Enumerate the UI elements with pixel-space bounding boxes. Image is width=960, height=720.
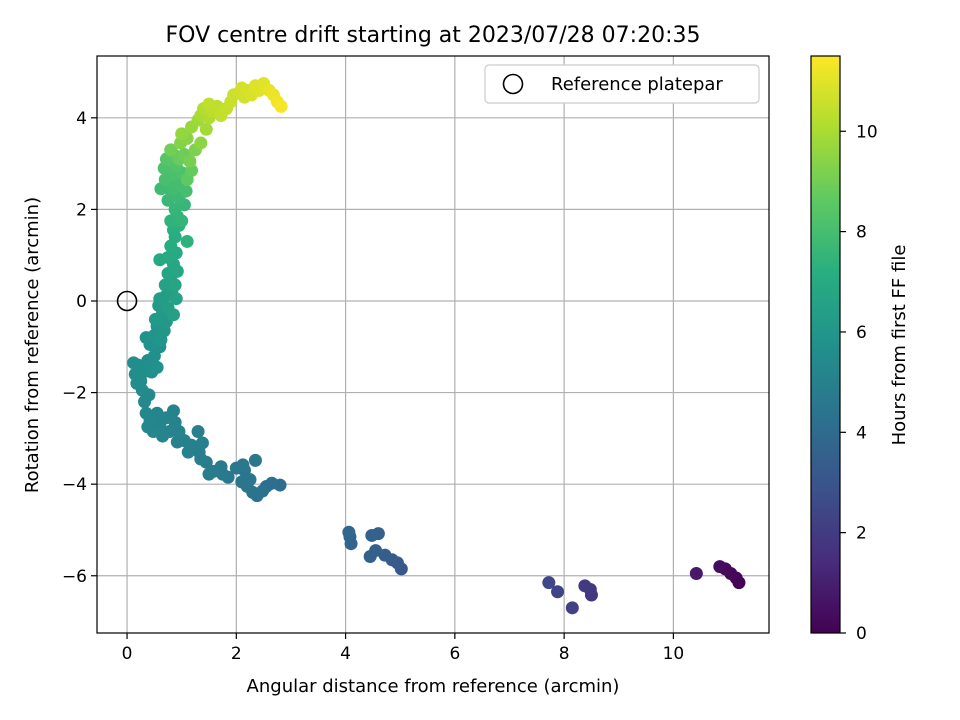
legend-entry-label: Reference platepar	[551, 74, 723, 95]
colorbar-tick-label: 0	[856, 624, 867, 644]
colorbar: 0 2 4 6 8 10 Hours from first FF file	[810, 55, 910, 644]
scatter-point	[229, 461, 243, 475]
scatter-point	[363, 550, 377, 564]
scatter-point	[191, 425, 205, 439]
scatter-point	[141, 420, 155, 434]
y-tick-label: −4	[62, 475, 87, 495]
colorbar-tick-label: 8	[856, 223, 867, 243]
scatter-point	[181, 445, 195, 459]
y-tick-label: 0	[76, 292, 87, 312]
scatter-point	[169, 292, 183, 306]
scatter-point	[365, 528, 379, 542]
scatter-point	[202, 97, 216, 111]
scatter-point	[342, 525, 356, 539]
scatter-point	[202, 467, 216, 481]
legend-box	[484, 64, 760, 104]
scatter-point	[175, 214, 189, 228]
x-tick-label: 0	[122, 644, 133, 664]
x-tick-label: 8	[559, 644, 570, 664]
x-tick-label: 2	[231, 644, 242, 664]
scatter-point	[195, 436, 209, 450]
scatter-point	[127, 356, 141, 370]
chart-title: FOV centre drift starting at 2023/07/28 …	[166, 23, 701, 48]
scatter-point	[166, 308, 180, 322]
legend-marker-icon	[502, 73, 524, 95]
y-axis-label: Rotation from reference (arcmin)	[22, 197, 43, 493]
colorbar-gradient	[810, 55, 841, 634]
scatter-point	[248, 453, 262, 467]
plot-frame	[96, 55, 770, 634]
colorbar-ticks: 0 2 4 6 8 10	[840, 122, 878, 644]
scatter-point	[199, 122, 213, 136]
scatter-point	[274, 99, 288, 113]
y-axis-ticks: −6 −4 −2 0 2 4	[62, 109, 97, 587]
x-axis-ticks: 0 2 4 6 8 10	[122, 633, 685, 664]
scatter-point	[713, 560, 727, 574]
y-tick-label: 2	[76, 200, 87, 220]
x-axis-label: Angular distance from reference (arcmin)	[247, 676, 620, 697]
scatter-point	[175, 127, 189, 141]
scatter-point	[150, 360, 164, 374]
scatter-point	[180, 234, 194, 248]
colorbar-tick-label: 6	[856, 323, 867, 343]
colorbar-tick-label: 2	[856, 524, 867, 544]
y-tick-label: −6	[62, 567, 87, 587]
scatter-point	[542, 576, 556, 590]
legend: Reference platepar	[484, 64, 760, 104]
scatter-point	[551, 585, 565, 599]
colorbar-tick-label: 10	[856, 122, 878, 142]
x-tick-label: 4	[340, 644, 351, 664]
scatter-point	[578, 579, 592, 593]
y-tick-label: −2	[62, 384, 87, 404]
scatter-point	[139, 406, 153, 420]
x-tick-label: 6	[449, 644, 460, 664]
scatter-point	[183, 154, 197, 168]
scatter-point	[179, 184, 193, 198]
x-tick-label: 10	[663, 644, 685, 664]
reference-platepar-marker	[116, 290, 138, 312]
scatter-point	[565, 601, 579, 615]
scatter-point	[168, 278, 182, 292]
scatter-point	[170, 435, 184, 449]
data-points	[127, 76, 746, 615]
scatter-point	[164, 143, 178, 157]
y-tick-label: 4	[76, 109, 87, 129]
colorbar-label: Hours from first FF file	[889, 245, 910, 446]
scatter-point	[148, 312, 162, 326]
scatter-point	[689, 566, 703, 580]
scatter-point	[194, 136, 208, 150]
colorbar-tick-label: 4	[856, 423, 867, 443]
